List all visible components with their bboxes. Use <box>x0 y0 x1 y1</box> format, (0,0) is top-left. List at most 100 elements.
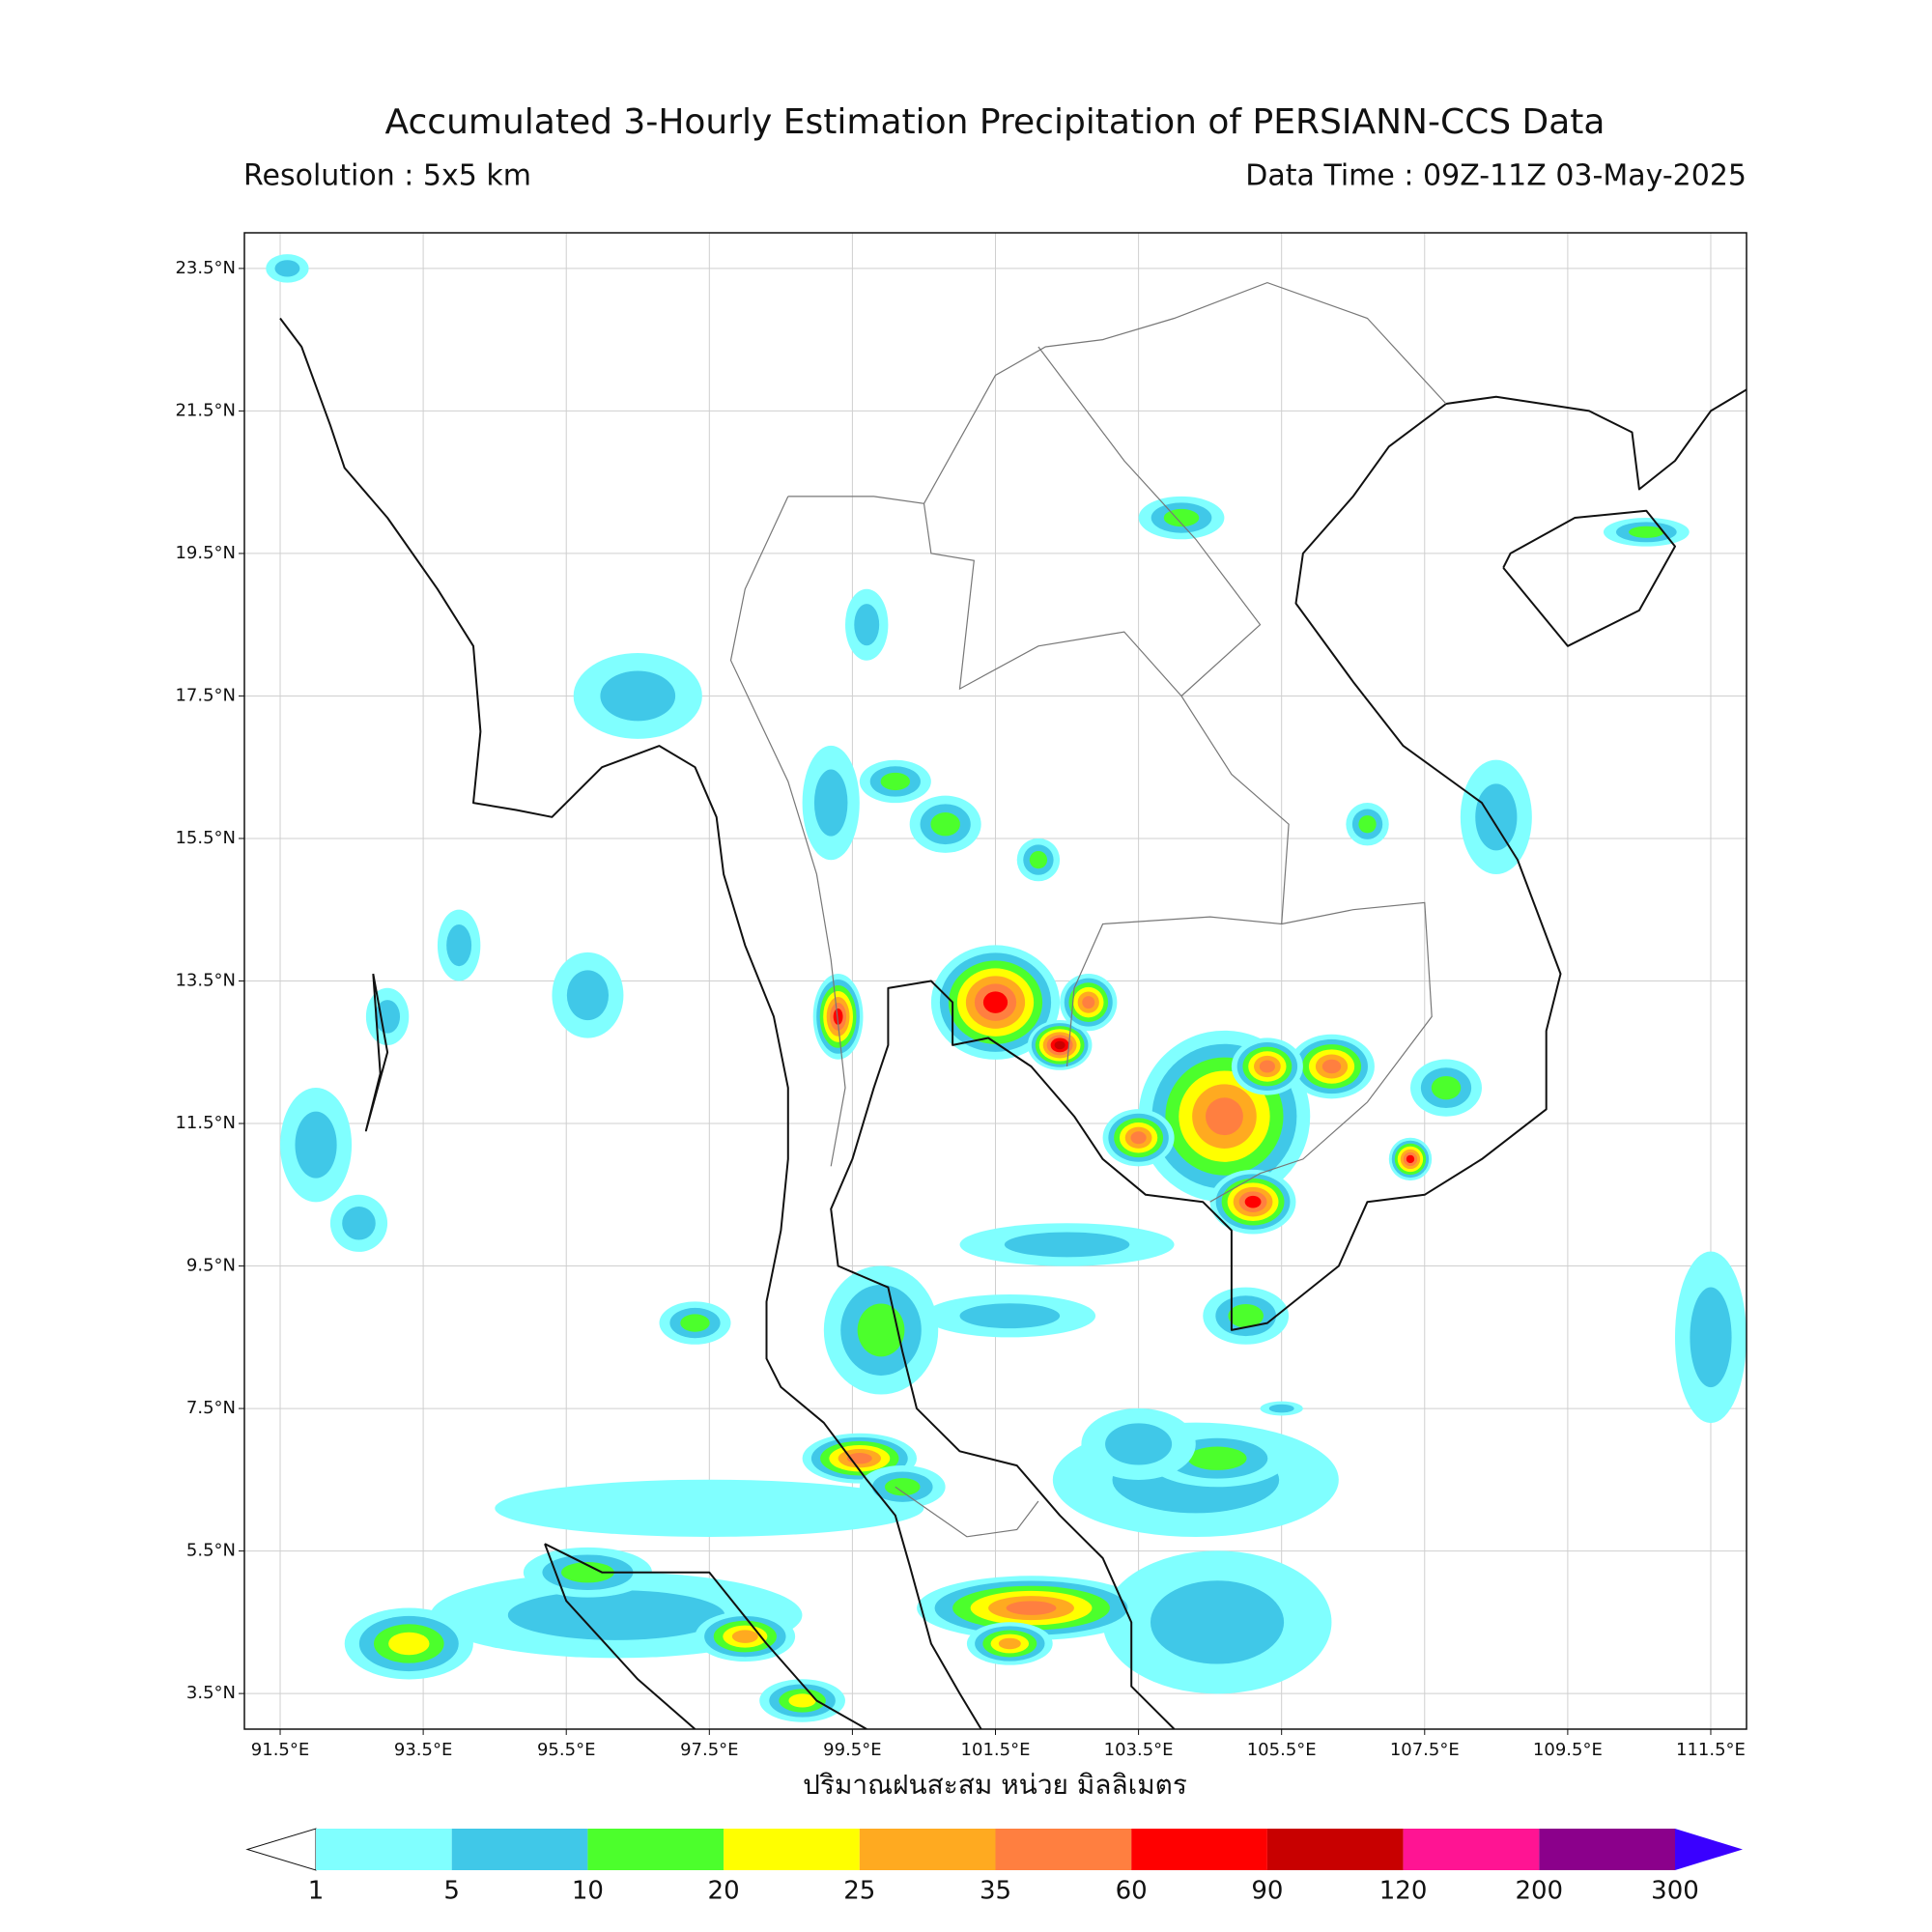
country-border <box>729 496 846 1167</box>
precip-cell <box>680 1314 710 1332</box>
precip-cell <box>1406 1154 1415 1164</box>
colorbar-under <box>245 1828 317 1871</box>
colorbar-bin <box>1403 1829 1540 1870</box>
colorbar: 1 5 10 20 25 35 60 90 120 200 300 <box>245 1828 1743 1906</box>
x-tick-label: 109.5°E <box>1533 1740 1603 1760</box>
grid <box>244 233 1747 1729</box>
precip-cell <box>1206 1097 1243 1136</box>
precip-cell <box>854 604 880 646</box>
precip-cell <box>566 970 610 1021</box>
x-tick-label: 97.5°E <box>680 1740 738 1760</box>
precip-cell <box>788 1693 816 1708</box>
precip-cell <box>930 812 960 837</box>
x-tick-label: 111.5°E <box>1676 1740 1746 1760</box>
precip-cell <box>1259 1060 1275 1073</box>
precip-cell <box>1187 1446 1247 1470</box>
precip-cell <box>880 772 911 791</box>
coastline <box>544 1543 867 1729</box>
x-tick-label: 103.5°E <box>1104 1740 1174 1760</box>
precipitation <box>266 254 1747 1722</box>
precip-cell <box>274 260 300 277</box>
colorbar-label: 300 <box>1651 1877 1699 1906</box>
coastline <box>830 388 1747 1729</box>
precip-cell <box>1475 783 1518 851</box>
precip-cell <box>1244 1195 1262 1208</box>
precip-cell <box>1105 1423 1173 1465</box>
coastline <box>279 317 982 1729</box>
y-tick-label: 21.5°N <box>175 400 236 420</box>
y-tick-label: 5.5°N <box>186 1541 236 1561</box>
colorbar-bin <box>316 1829 452 1870</box>
coastlines <box>279 281 1747 1729</box>
precip-cell <box>884 1478 921 1496</box>
country-border <box>895 1486 1039 1538</box>
colorbar-label: 20 <box>708 1877 740 1906</box>
axes: 91.5°E 93.5°E 95.5°E 97.5°E 99.5°E 101.5°E 103… <box>175 258 1745 1760</box>
y-tick-label: 3.5°N <box>186 1683 236 1703</box>
x-tick-label: 93.5°E <box>394 1740 452 1760</box>
x-tick-label: 99.5°E <box>823 1740 881 1760</box>
y-tick-label: 19.5°N <box>175 543 236 563</box>
precip-cell <box>1321 1059 1342 1074</box>
colorbar-bin <box>724 1829 860 1870</box>
precip-cell <box>959 1303 1061 1329</box>
precip-cell <box>833 1008 843 1025</box>
precip-cell <box>982 991 1009 1013</box>
x-axis-label: ปริมาณฝนสะสม หน่วย มิลลิเมตร <box>803 1769 1187 1801</box>
country-border <box>787 496 1290 1067</box>
colorbar-label: 5 <box>443 1877 460 1906</box>
colorbar-bin <box>451 1829 588 1870</box>
precip-cell <box>507 1590 725 1640</box>
precip-cell <box>1004 1232 1130 1258</box>
colorbar-bin <box>859 1829 996 1870</box>
precip-cell <box>1358 815 1377 834</box>
coastline <box>364 973 389 1132</box>
precip-cell <box>998 1637 1021 1650</box>
precip-cell <box>446 924 472 967</box>
precip-cell <box>295 1111 337 1179</box>
resolution: Resolution : 5x5 km <box>243 159 531 193</box>
y-tick-label: 7.5°N <box>186 1398 236 1418</box>
colorbar-bin <box>1131 1829 1267 1870</box>
precip-cell <box>1268 1404 1294 1413</box>
y-tick-label: 9.5°N <box>186 1256 236 1276</box>
precip-cell <box>1690 1287 1732 1388</box>
precip-cell <box>600 670 676 722</box>
precip-cell <box>1029 850 1048 869</box>
colorbar-label: 60 <box>1116 1877 1148 1906</box>
x-tick-label: 101.5°E <box>961 1740 1031 1760</box>
precip-cell <box>1629 526 1664 538</box>
country-border <box>1037 346 1262 696</box>
precip-cell <box>731 1630 758 1643</box>
colorbar-label: 1 <box>308 1877 325 1906</box>
colorbar-over <box>1675 1829 1743 1870</box>
y-tick-label: 11.5°N <box>175 1113 236 1133</box>
colorbar-label: 90 <box>1251 1877 1283 1906</box>
x-tick-label: 107.5°E <box>1390 1740 1460 1760</box>
precip-cell <box>1150 1580 1285 1664</box>
colorbar-bin <box>587 1829 724 1870</box>
data-time: Data Time : 09Z-11Z 03-May-2025 <box>1245 159 1747 193</box>
coastline <box>1502 509 1676 647</box>
precip-cell <box>1082 996 1095 1009</box>
country-border <box>1209 901 1433 1203</box>
title: Accumulated 3-Hourly Estimation Precipit… <box>385 102 1605 142</box>
colorbar-bin <box>1539 1829 1675 1870</box>
colorbar-bin <box>995 1829 1132 1870</box>
y-tick-label: 13.5°N <box>175 971 236 991</box>
colorbar-label: 10 <box>572 1877 604 1906</box>
precip-cell <box>375 1000 401 1034</box>
precip-cell <box>1130 1131 1147 1145</box>
precip-cell <box>1228 1303 1264 1328</box>
country-border <box>923 281 1447 504</box>
colorbar-label: 25 <box>843 1877 875 1906</box>
x-tick-label: 95.5°E <box>537 1740 595 1760</box>
colorbar-label: 35 <box>980 1877 1011 1906</box>
y-tick-label: 17.5°N <box>175 685 236 705</box>
x-tick-label: 91.5°E <box>251 1740 309 1760</box>
precip-cell <box>1006 1601 1057 1615</box>
coastline <box>544 1543 696 1729</box>
precip-cell <box>857 1303 905 1357</box>
colorbar-label: 120 <box>1379 1877 1428 1906</box>
